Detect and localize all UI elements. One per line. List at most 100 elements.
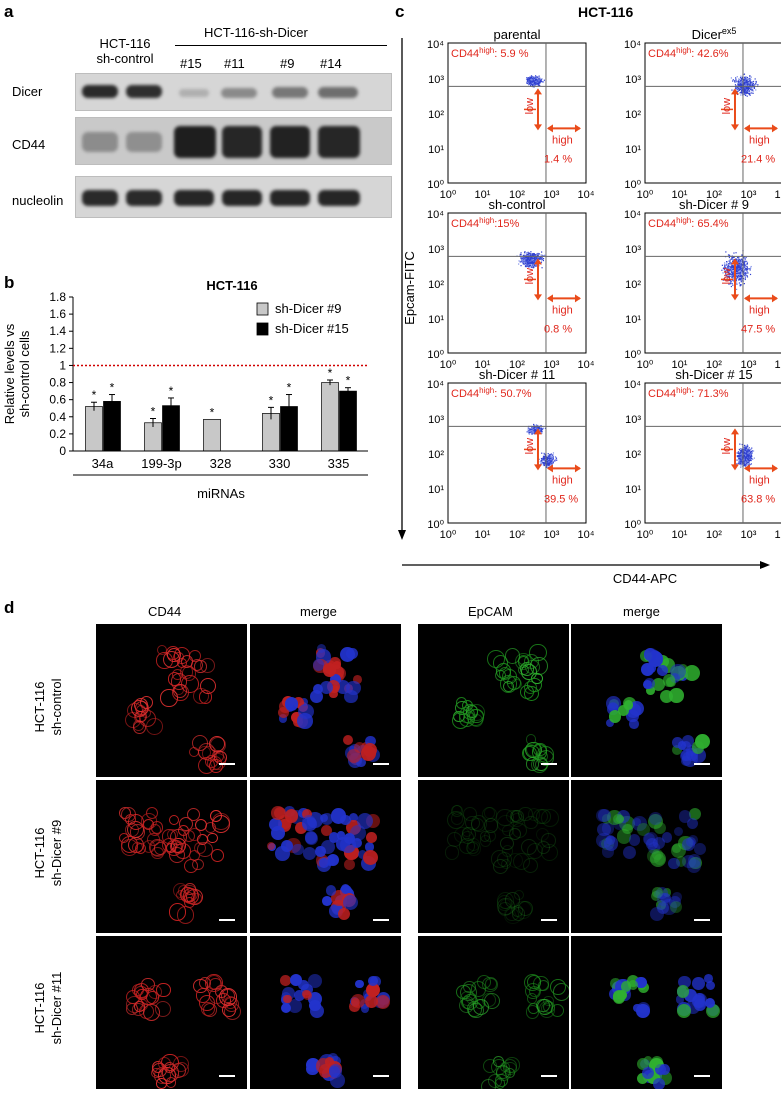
flow-event [529, 431, 531, 434]
category-label: 34a [92, 456, 114, 471]
flow-event [534, 426, 536, 428]
flow-event [729, 260, 731, 262]
flow-event [748, 459, 751, 461]
flow-event [735, 288, 738, 291]
flow-event [726, 267, 728, 269]
flow-event [547, 460, 549, 462]
flow-event [527, 429, 529, 431]
flow-event [739, 454, 741, 456]
cell [669, 900, 682, 913]
flow-event [725, 273, 727, 275]
flow-event [750, 463, 752, 465]
flow-event [740, 259, 743, 261]
x-tick-label: 10² [509, 359, 525, 371]
flow-event [554, 456, 557, 458]
flow-event [748, 461, 750, 463]
low-label: low [524, 98, 536, 115]
flow-event [543, 463, 545, 466]
flow-event [526, 257, 528, 260]
flow-event [740, 270, 742, 272]
cell [668, 857, 681, 870]
flow-event [531, 256, 533, 259]
flow-event [740, 456, 742, 458]
cell [344, 833, 355, 844]
low-arrow-head [730, 428, 739, 435]
flow-event [526, 431, 528, 433]
flow-event [518, 263, 520, 265]
chart-ylabel-line2: sh-control cells [17, 330, 32, 417]
flow-event [540, 254, 542, 256]
flow-event [544, 427, 547, 429]
flow-event [749, 87, 751, 89]
flow-event [754, 78, 756, 80]
cell [271, 806, 285, 820]
cell [197, 742, 216, 760]
flow-event [743, 261, 745, 263]
flow-event [529, 260, 531, 262]
flow-event [735, 283, 738, 285]
category-label: 335 [328, 456, 350, 471]
low-label: low [721, 98, 733, 115]
flow-event [745, 452, 747, 454]
flow-plot-title: sh-Dicer # 15 [675, 367, 752, 382]
flow-event [729, 266, 731, 268]
cell [279, 975, 291, 987]
flow-event [548, 462, 550, 464]
high-arrow-head [743, 464, 750, 473]
cell [648, 814, 664, 830]
flow-event [730, 269, 733, 271]
flow-event [733, 267, 735, 269]
flow-event [520, 252, 522, 254]
flow-event [740, 274, 743, 277]
flow-event [741, 91, 743, 93]
cell [504, 891, 521, 908]
flow-event [743, 257, 745, 259]
high-percent: 39.5 % [544, 493, 578, 505]
flow-event [745, 91, 747, 93]
cd44-high-label: CD44high: 65.4% [648, 216, 729, 230]
flow-event [749, 269, 751, 271]
y-tick-label: 10⁰ [427, 519, 444, 531]
flow-event [736, 76, 738, 78]
y-tick-label: 1.8 [49, 290, 66, 304]
flow-event [752, 80, 755, 83]
cell [596, 808, 611, 823]
scale-bar [541, 919, 557, 921]
flow-event [530, 75, 533, 77]
flow-event [746, 275, 748, 277]
flow-event [526, 264, 528, 266]
flow-event [723, 264, 726, 266]
flow-event [746, 262, 748, 265]
flow-event [744, 461, 746, 463]
significance-marker: * [328, 366, 333, 380]
cell [284, 809, 298, 823]
cell [166, 648, 181, 663]
flow-event [529, 79, 531, 81]
cd44-high-sup: high [676, 216, 691, 225]
flow-event [739, 284, 741, 286]
control-label-line1: HCT-116 [99, 36, 151, 51]
flow-event [752, 92, 754, 94]
flow-event [527, 264, 530, 266]
flow-event [533, 79, 535, 81]
cell [535, 827, 550, 842]
flow-event [750, 81, 752, 83]
cell [172, 1056, 189, 1073]
flow-event [747, 448, 749, 450]
flow-event [550, 463, 552, 465]
flow-event [739, 462, 741, 464]
flow-event [736, 267, 738, 270]
significance-marker: * [169, 384, 174, 398]
flow-event [743, 455, 745, 457]
flow-event [744, 260, 746, 262]
flow-event [739, 268, 741, 270]
flow-event [546, 466, 548, 468]
flow-event [533, 78, 536, 80]
cell [313, 683, 324, 694]
flow-event [549, 456, 552, 458]
flow-event [738, 459, 740, 461]
flow-event [532, 260, 535, 262]
flow-event [736, 274, 738, 277]
flow-event [739, 264, 741, 266]
flow-event [541, 267, 543, 269]
